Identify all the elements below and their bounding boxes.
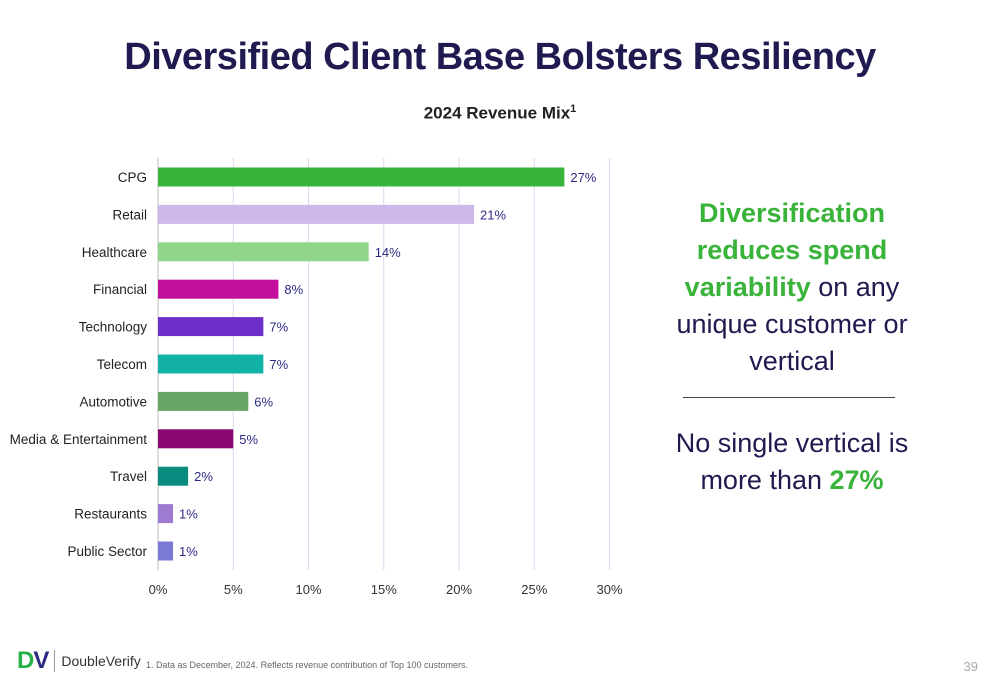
- max-vertical-callout: No single vertical is more than 27%: [672, 425, 912, 499]
- data-label: 7%: [269, 320, 288, 335]
- category-label: Retail: [112, 207, 147, 222]
- category-label: Travel: [110, 469, 147, 484]
- logo-mark-d: D: [17, 647, 34, 674]
- dv-logo-mark: DV: [17, 647, 49, 675]
- bar-travel: [158, 466, 189, 486]
- bar-financial: [158, 279, 279, 299]
- diversification-callout: Diversification reduces spend variabilit…: [672, 195, 912, 380]
- data-label: 21%: [480, 207, 506, 222]
- category-label: Telecom: [97, 357, 147, 372]
- bar-automotive: [158, 391, 249, 411]
- x-tick-label: 10%: [295, 582, 321, 597]
- data-label: 1%: [179, 544, 198, 559]
- logo-mark-v: V: [33, 647, 49, 674]
- bar-telecom: [158, 354, 264, 374]
- logo-wordmark: DoubleVerify: [61, 653, 141, 669]
- x-tick-label: 15%: [371, 582, 397, 597]
- bar-cpg: [158, 167, 565, 187]
- callout2-text: No single vertical is more than: [675, 428, 909, 495]
- divider-line: [683, 397, 895, 398]
- callout2-highlight: 27%: [829, 465, 884, 495]
- bar-healthcare: [158, 242, 369, 262]
- bar-restaurants: [158, 504, 174, 524]
- chart-title: 2024 Revenue Mix1: [0, 103, 1000, 124]
- data-label: 7%: [269, 357, 288, 372]
- chart-title-text: 2024 Revenue Mix: [423, 103, 571, 123]
- x-tick-label: 30%: [596, 582, 622, 597]
- revenue-mix-bar-chart: 0% 5% 10% 15% 20% 25% 30% CPG 27% Retail 21% Health…: [10, 158, 623, 597]
- page-title: Diversified Client Base Bolsters Resilie…: [124, 36, 876, 78]
- data-label: 5%: [239, 432, 258, 447]
- x-tick-label: 25%: [521, 582, 547, 597]
- category-label: Healthcare: [82, 245, 147, 260]
- x-tick-label: 5%: [224, 582, 243, 597]
- bar-media-entertainment: [158, 429, 234, 449]
- footnote: 1. Data as December, 2024. Reflects reve…: [146, 660, 469, 670]
- page-number: 39: [963, 659, 978, 674]
- category-label: Media & Entertainment: [10, 432, 148, 447]
- bar-retail: [158, 204, 475, 224]
- data-label: 14%: [375, 245, 401, 260]
- x-tick-label: 20%: [446, 582, 472, 597]
- bar-public-sector: [158, 541, 174, 561]
- category-label: CPG: [118, 170, 147, 185]
- logo-separator: [54, 650, 56, 672]
- data-label: 8%: [284, 282, 303, 297]
- data-label: 6%: [254, 394, 273, 409]
- doubleverify-logo: DV DoubleVerify: [17, 647, 141, 675]
- callout-highlight: Diversification reduces spend variabilit…: [684, 198, 888, 302]
- category-label: Restaurants: [74, 507, 147, 522]
- data-label: 2%: [194, 469, 213, 484]
- chart-title-footnote-marker: 1: [570, 103, 577, 115]
- data-label: 27%: [570, 170, 596, 185]
- data-label: 1%: [179, 507, 198, 522]
- category-label: Technology: [79, 320, 148, 335]
- category-label: Public Sector: [67, 544, 147, 559]
- bar-technology: [158, 317, 264, 337]
- category-label: Financial: [93, 282, 147, 297]
- x-tick-label: 0%: [149, 582, 168, 597]
- category-label: Automotive: [79, 394, 147, 409]
- callout-rest: on any unique customer or vertical: [676, 272, 908, 376]
